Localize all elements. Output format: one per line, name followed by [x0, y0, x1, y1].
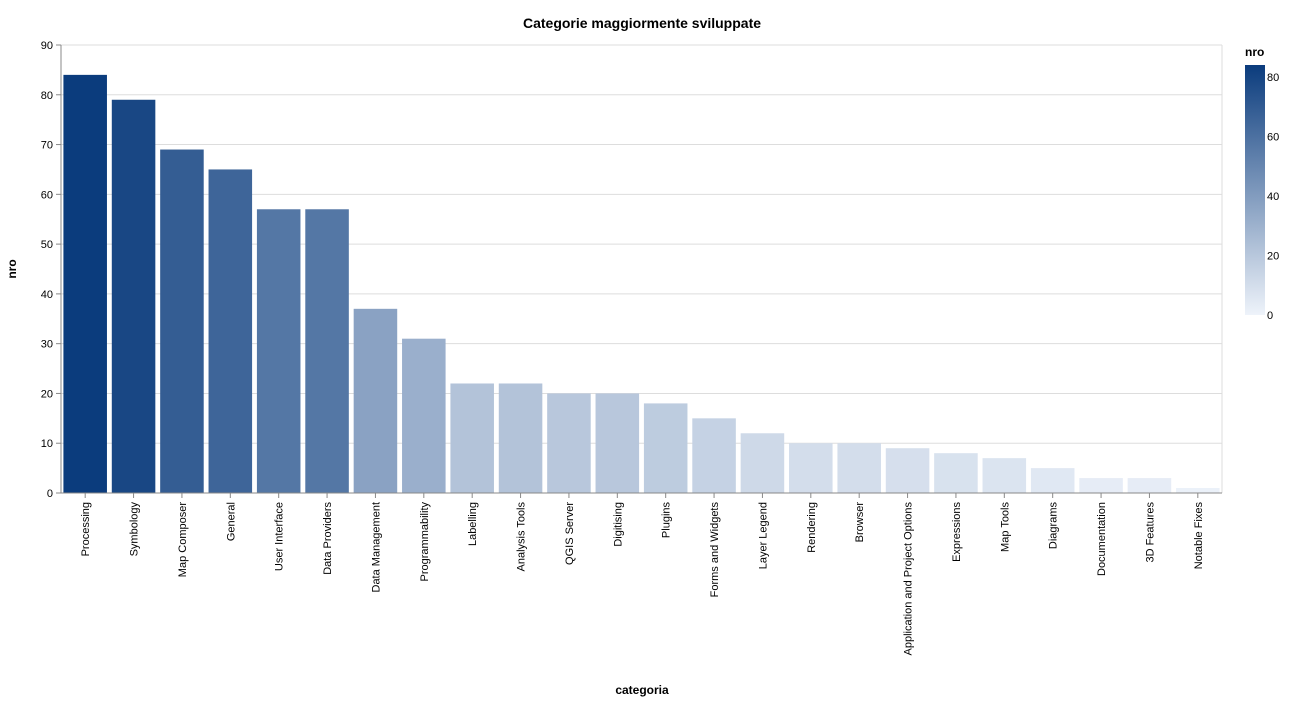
x-tick-label: Map Composer [177, 502, 189, 578]
y-tick-label: 80 [41, 90, 53, 102]
x-tick-label: Application and Project Options [903, 502, 915, 656]
x-tick-label: Rendering [806, 502, 818, 553]
color-legend: nro 0 20 40 60 80 [1245, 45, 1279, 322]
bar [547, 393, 591, 493]
x-tick-label: User Interface [274, 502, 286, 571]
bar [643, 403, 688, 493]
bar [885, 448, 930, 493]
bar [353, 308, 398, 493]
bar [1176, 488, 1220, 493]
x-tick-label: Browser [854, 502, 866, 543]
bar [1127, 478, 1172, 493]
chart-title: Categorie maggiormente sviluppate [523, 15, 761, 31]
bar [1079, 478, 1123, 493]
x-tick-label: Notable Fixes [1193, 502, 1205, 570]
x-tick-label: Symbology [129, 502, 141, 557]
x-tick-label: Digitising [612, 502, 624, 547]
legend-tick-label: 80 [1267, 72, 1279, 84]
x-axis-title: categoria [615, 683, 669, 697]
bar [1030, 468, 1075, 493]
y-tick-label: 70 [41, 140, 53, 152]
x-tick-label: Plugins [661, 502, 673, 539]
x-tick-label: Data Providers [322, 502, 334, 575]
bar [111, 99, 156, 493]
bar [595, 393, 640, 493]
x-tick-label: Layer Legend [757, 502, 769, 569]
bars [63, 74, 1220, 494]
x-tick-label: Programmability [419, 502, 431, 582]
x-tick-label: Map Tools [999, 502, 1011, 552]
y-tick-label: 20 [41, 388, 53, 400]
y-tick-label: 10 [41, 438, 53, 450]
y-tick-label: 30 [41, 339, 53, 351]
x-tick-label: Expressions [951, 502, 963, 562]
legend-tick-label: 40 [1267, 191, 1279, 203]
y-tick-label: 50 [41, 239, 53, 251]
x-tick-label: Documentation [1096, 502, 1108, 576]
gridlines [61, 44, 1223, 494]
x-tick-label: Processing [80, 502, 92, 556]
bar [208, 169, 253, 493]
x-tick-label: General [225, 502, 237, 541]
x-tick-label: QGIS Server [564, 502, 576, 565]
bar [837, 443, 881, 493]
bar [982, 458, 1027, 493]
axes: 0 10 20 30 40 50 60 70 80 90 Processing Symbology Ma… [41, 40, 1222, 655]
bar [402, 338, 446, 493]
legend-tick-label: 60 [1267, 131, 1279, 143]
bar [740, 433, 785, 493]
bar [934, 453, 978, 493]
y-axis-title: nro [5, 259, 19, 278]
legend-tick-label: 20 [1267, 250, 1279, 262]
bar [789, 443, 833, 493]
y-tick-label: 90 [41, 40, 53, 52]
x-tick-label: Forms and Widgets [709, 502, 721, 598]
bar [305, 209, 349, 493]
x-tick-label: Analysis Tools [516, 502, 528, 572]
x-tick-label: 3D Features [1144, 502, 1156, 563]
y-tick-label: 60 [41, 189, 53, 201]
bar [256, 209, 301, 493]
bar [692, 418, 736, 493]
x-tick-label: Labelling [467, 502, 479, 546]
y-tick-label: 0 [47, 488, 53, 500]
bar [450, 383, 494, 493]
bar [498, 383, 543, 493]
legend-title: nro [1245, 45, 1264, 59]
x-tick-label: Data Management [370, 502, 382, 593]
y-tick-label: 40 [41, 289, 53, 301]
bar [160, 149, 204, 494]
bar [63, 74, 107, 493]
legend-gradient [1245, 65, 1265, 315]
x-tick-label: Diagrams [1048, 502, 1060, 550]
legend-tick-label: 0 [1267, 310, 1273, 322]
